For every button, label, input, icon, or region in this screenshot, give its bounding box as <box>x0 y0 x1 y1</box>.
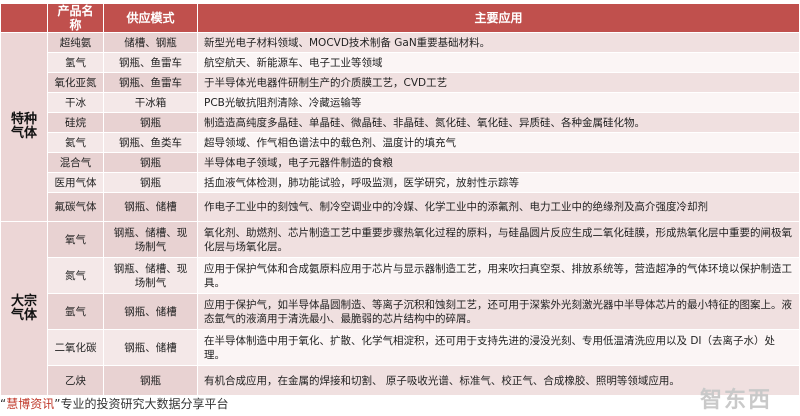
product-name-cell: 氮气 <box>47 257 104 294</box>
header-main-application: 主要应用 <box>197 3 800 33</box>
product-name-cell: 硅烷 <box>47 112 104 133</box>
footer-text: 专业的投资研究大数据分享平台 <box>60 397 229 411</box>
supply-mode-cell: 钢瓶 <box>103 172 198 193</box>
supply-mode-cell: 钢瓶、储槽 <box>103 192 198 222</box>
table-row: 特种气体 超纯氨 储槽、钢瓶 新型光电子材料领域、MOCVD技术制备 GaN重要基础材… <box>0 32 800 222</box>
product-name-cell: 氧气 <box>47 221 104 258</box>
product-name-cell: 氩气 <box>47 293 104 330</box>
table-row: 乙炔 钢瓶 有机合成应用，在金属的焊接和切割、 原子吸收光谱、标准气、校正气、合成橡… <box>1 365 800 396</box>
application-cell: 有机合成应用，在金属的焊接和切割、 原子吸收光谱、标准气、校正气、合成橡胶、照明… <box>197 365 800 396</box>
product-name-cell: 二氧化碳 <box>47 329 104 366</box>
table-row: 混合气 钢瓶 半导体电子领域，电子元器件制造的食粮 <box>1 152 800 173</box>
application-cell: 新型光电子材料领域、MOCVD技术制备 GaN重要基础材料。 <box>197 32 800 53</box>
application-cell: 氧化剂、助燃剂、芯片制造工艺中重要步骤热氧化过程的原料，与硅晶圆片反应生成二氧化… <box>197 221 800 258</box>
table-header: 产品名称 供应模式 主要应用 <box>0 3 800 33</box>
product-name-cell: 氢气 <box>47 52 104 73</box>
footer-brand: 慧博资讯 <box>6 397 55 411</box>
application-cell: 应用于保护气体和合成氨原料应用于芯片与显示器制造工艺，用来吹扫真空泵、排放系统等… <box>197 257 800 294</box>
product-name-cell: 超纯氨 <box>47 32 104 53</box>
table-row: 干冰 干冰箱 PCB光敏抗阻剂清除、冷藏运输等 <box>1 92 800 113</box>
table-row: 氧化亚氮 钢瓶、鱼雷车 于半导体光电器件研制生产的介质膜工艺，CVD工艺 <box>1 72 800 93</box>
supply-mode-cell: 储槽、钢瓶 <box>103 32 198 53</box>
header-category <box>0 3 48 33</box>
table-row: 氟碳气体 钢瓶、储槽 作电子工业中的刻蚀气、制冷空调业中的冷媒、化学工业中的添氟剂、… <box>1 192 800 222</box>
header-supply-mode: 供应模式 <box>103 3 198 33</box>
supply-mode-cell: 钢瓶、储槽、现场制气 <box>103 257 198 294</box>
gas-table: 产品名称 供应模式 主要应用 特种气体 超纯氨 储槽、钢瓶 新型光电子材料领域、MOC… <box>0 3 800 396</box>
table-row: 氢气 钢瓶、鱼雷车 航空航天、新能源车、电子工业等领域 <box>1 52 800 73</box>
supply-mode-cell: 钢瓶 <box>103 152 198 173</box>
supply-mode-cell: 钢瓶、储槽 <box>103 329 198 366</box>
supply-mode-cell: 钢瓶、鱼雷车 <box>103 72 198 93</box>
watermark-logo: 智东西 <box>700 388 773 413</box>
table-row: 二氧化碳 钢瓶、储槽 在半导体制造中用于氧化、扩散、化学气相淀积，还可用于支持先进的… <box>1 329 800 366</box>
product-name-cell: 干冰 <box>47 92 104 113</box>
supply-mode-cell: 钢瓶、储槽 <box>103 293 198 330</box>
application-cell: 半导体电子领域，电子元器件制造的食粮 <box>197 152 800 173</box>
footer-watermark: “慧博资讯”专业的投资研究大数据分享平台 <box>0 397 228 411</box>
category-cell: 大宗气体 <box>0 221 48 396</box>
supply-mode-cell: 钢瓶 <box>103 112 198 133</box>
application-cell: PCB光敏抗阻剂清除、冷藏运输等 <box>197 92 800 113</box>
supply-mode-cell: 钢瓶、鱼雷车 <box>103 52 198 73</box>
table-row: 氮气 钢瓶、储槽、现场制气 应用于保护气体和合成氨原料应用于芯片与显示器制造工艺，用… <box>1 257 800 294</box>
application-cell: 作电子工业中的刻蚀气、制冷空调业中的冷媒、化学工业中的添氟剂、电力工业中的绝缘剂… <box>197 192 800 222</box>
table-row: 大宗气体 氧气 钢瓶、储槽、现场制气 氧化剂、助燃剂、芯片制造工艺中重要步骤热氧化过程… <box>0 221 800 396</box>
product-name-cell: 混合气 <box>47 152 104 173</box>
application-cell: 括血液气体检测，肺功能试验，呼吸监测，医学研究，放射性示踪等 <box>197 172 800 193</box>
quote-close: ” <box>54 397 61 411</box>
application-cell: 在半导体制造中用于氧化、扩散、化学气相淀积，还可用于支持先进的浸没光刻、专用低温… <box>197 329 800 366</box>
table-row: 氦气 钢瓶、鱼类车 超导领域、作气相色谱法中的载色剂、温度计的填充气 <box>1 132 800 153</box>
quote-open: “ <box>0 397 7 411</box>
product-name-cell: 氧化亚氮 <box>47 72 104 93</box>
application-cell: 应用于保护气，如半导体晶圆制造、等离子沉积和蚀刻工艺，还可用于深紫外光刻激光器中… <box>197 293 800 330</box>
application-cell: 航空航天、新能源车、电子工业等领域 <box>197 52 800 73</box>
supply-mode-cell: 钢瓶、储槽、现场制气 <box>103 221 198 258</box>
table-row: 医用气体 钢瓶 括血液气体检测，肺功能试验，呼吸监测，医学研究，放射性示踪等 <box>1 172 800 193</box>
table-row: 硅烷 钢瓶 制造造高纯度多晶硅、单晶硅、微晶硅、非晶硅、氮化硅、氧化硅、异质硅、各种… <box>1 112 800 133</box>
application-cell: 制造造高纯度多晶硅、单晶硅、微晶硅、非晶硅、氮化硅、氧化硅、异质硅、各种金属硅化… <box>197 112 800 133</box>
category-cell: 特种气体 <box>0 32 48 222</box>
application-cell: 超导领域、作气相色谱法中的载色剂、温度计的填充气 <box>197 132 800 153</box>
product-name-cell: 氟碳气体 <box>47 192 104 222</box>
product-name-cell: 乙炔 <box>47 365 104 396</box>
product-name-cell: 氦气 <box>47 132 104 153</box>
header-product-name: 产品名称 <box>47 3 104 33</box>
supply-mode-cell: 钢瓶、鱼类车 <box>103 132 198 153</box>
application-cell: 于半导体光电器件研制生产的介质膜工艺，CVD工艺 <box>197 72 800 93</box>
product-name-cell: 医用气体 <box>47 172 104 193</box>
supply-mode-cell: 干冰箱 <box>103 92 198 113</box>
table-row: 氩气 钢瓶、储槽 应用于保护气，如半导体晶圆制造、等离子沉积和蚀刻工艺，还可用于深紫… <box>1 293 800 330</box>
supply-mode-cell: 钢瓶 <box>103 365 198 396</box>
